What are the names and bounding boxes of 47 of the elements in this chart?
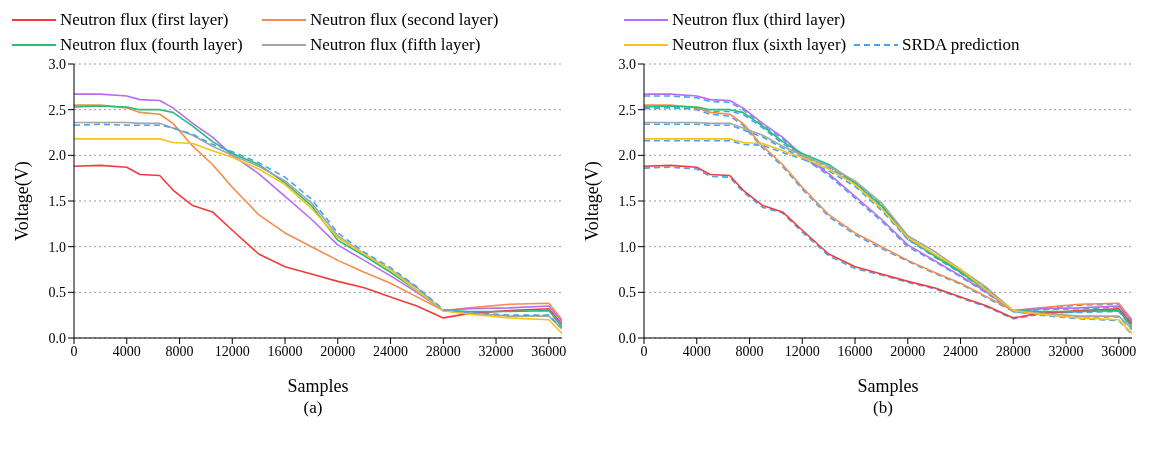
y-tick-label: 3.0 (618, 56, 636, 72)
x-tick-label: 36000 (531, 343, 567, 359)
x-tick-label: 20000 (320, 343, 356, 359)
x-tick-label: 0 (70, 343, 78, 359)
x-tick-label: 16000 (837, 343, 873, 359)
y-tick-label: 2.0 (618, 148, 636, 164)
y-tick-label: 0.5 (618, 285, 636, 301)
legend-label: Neutron flux (fifth layer) (310, 34, 481, 55)
y-tick-label: 2.0 (48, 148, 66, 164)
x-tick-label: 4000 (112, 343, 141, 359)
x-axis-title: Samples (857, 376, 919, 396)
y-tick-label: 0.0 (48, 330, 66, 346)
x-tick-label: 8000 (735, 343, 764, 359)
legend-label: Neutron flux (fourth layer) (60, 34, 243, 55)
legend-label: Neutron flux (third layer) (672, 9, 846, 30)
x-tick-label: 20000 (890, 343, 926, 359)
y-tick-label: 2.5 (618, 102, 636, 118)
y-tick-label: 1.0 (48, 239, 66, 255)
x-tick-label: 4000 (682, 343, 711, 359)
x-tick-label: 32000 (1048, 343, 1084, 359)
legend-label: Neutron flux (sixth layer) (672, 34, 847, 55)
x-tick-label: 36000 (1101, 343, 1137, 359)
y-axis-title: Voltage(V) (12, 161, 34, 241)
y-tick-label: 3.0 (48, 56, 66, 72)
y-tick-label: 1.5 (618, 193, 636, 209)
x-tick-label: 28000 (425, 343, 461, 359)
y-tick-label: 2.5 (48, 102, 66, 118)
y-tick-label: 0.5 (48, 285, 66, 301)
text: (a) (302, 398, 324, 418)
x-tick-label: 28000 (995, 343, 1031, 359)
y-tick-label: 1.5 (48, 193, 66, 209)
x-tick-label: 0 (640, 343, 648, 359)
x-axis-title: Samples (287, 376, 349, 396)
x-tick-label: 8000 (165, 343, 194, 359)
y-tick-label: 0.0 (618, 330, 636, 346)
x-tick-label: 12000 (214, 343, 250, 359)
legend-label: Neutron flux (first layer) (60, 9, 229, 30)
y-axis-title: Voltage(V) (582, 161, 604, 241)
legend-label: Neutron flux (second layer) (310, 9, 499, 30)
x-tick-label: 16000 (267, 343, 303, 359)
x-tick-label: 24000 (943, 343, 979, 359)
text: (b) (872, 398, 894, 418)
x-tick-label: 32000 (478, 343, 514, 359)
y-tick-label: 1.0 (618, 239, 636, 255)
legend-label: SRDA prediction (902, 34, 1020, 55)
x-tick-label: 12000 (784, 343, 820, 359)
x-tick-label: 24000 (373, 343, 409, 359)
